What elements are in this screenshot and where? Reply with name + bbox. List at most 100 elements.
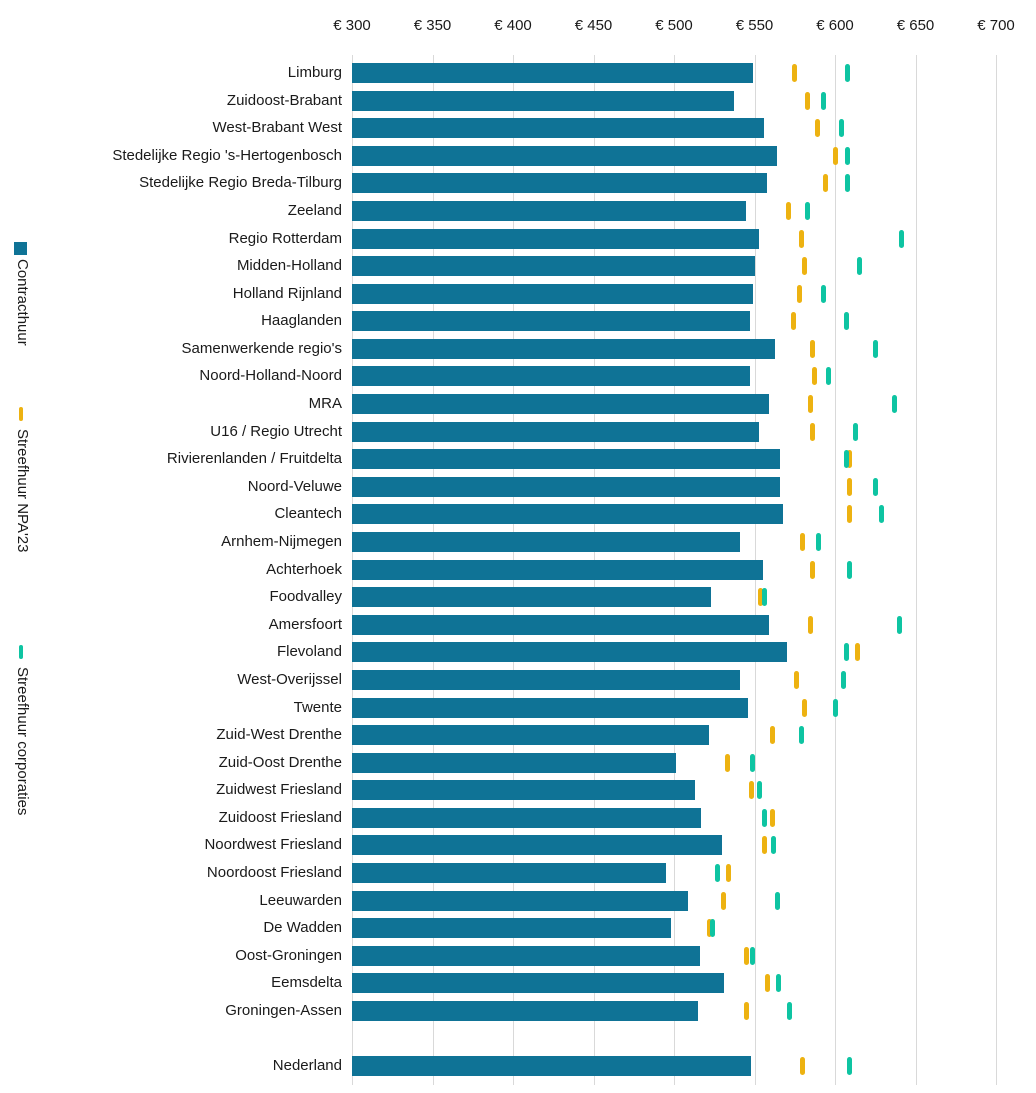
streefhuur-npa23-marker — [785, 201, 791, 220]
x-axis-tick-label: € 350 — [413, 17, 452, 34]
category-label: MRA — [308, 395, 342, 413]
streefhuur-npa23-marker — [797, 284, 803, 303]
streefhuur-corporaties-marker — [787, 1001, 793, 1020]
category-label: Limburg — [287, 64, 342, 81]
streefhuur-corporaties-marker — [846, 560, 852, 579]
contracthuur-bar — [352, 587, 712, 608]
streefhuur-npa23-marker — [846, 477, 852, 496]
category-label: Achterhoek — [266, 560, 342, 578]
streefhuur-corporaties-marker — [821, 284, 827, 303]
streefhuur-npa23-marker — [808, 395, 814, 414]
streefhuur-npa23-marker — [808, 615, 814, 634]
contracthuur-bar — [352, 63, 753, 83]
streefhuur-npa23-marker — [764, 974, 770, 993]
streefhuur-npa23-marker — [798, 229, 804, 248]
streefhuur-corporaties-marker — [710, 919, 716, 938]
contracthuur-bar — [352, 338, 776, 359]
contracthuur-bar — [352, 366, 750, 387]
category-label: West-Brabant West — [212, 119, 343, 137]
contracthuur-bar — [352, 256, 755, 277]
streefhuur-corporaties-marker — [843, 450, 849, 469]
streefhuur-npa23-marker — [726, 864, 732, 883]
streefhuur-corporaties-marker — [845, 146, 851, 165]
streefhuur-corporaties-marker — [816, 532, 822, 551]
contracthuur-bar — [352, 200, 747, 221]
streefhuur-corporaties-marker — [853, 422, 859, 441]
contracthuur-bar — [352, 421, 760, 442]
streefhuur-npa23-marker — [846, 450, 852, 469]
category-label: Leeuwarden — [259, 891, 342, 909]
legend-swatch-streefhuur-corporaties — [19, 645, 23, 659]
contracthuur-bar — [352, 669, 740, 690]
streefhuur-corporaties-marker — [845, 64, 851, 82]
streefhuur-npa23-marker — [743, 946, 749, 965]
category-label: Zeeland — [287, 201, 342, 219]
streefhuur-corporaties-marker — [892, 395, 898, 414]
gridline — [915, 55, 917, 1085]
streefhuur-corporaties-marker — [872, 339, 878, 358]
contracthuur-bar — [352, 449, 781, 470]
streefhuur-corporaties-marker — [761, 808, 767, 827]
streefhuur-npa23-marker — [822, 174, 828, 193]
streefhuur-npa23-marker — [769, 808, 775, 827]
streefhuur-corporaties-marker — [826, 367, 832, 386]
category-label: Arnhem-Nijmegen — [221, 532, 342, 550]
contracthuur-bar — [352, 1056, 752, 1076]
streefhuur-npa23-marker — [846, 505, 852, 524]
streefhuur-npa23-marker — [792, 64, 798, 82]
x-axis-tick-label: € 600 — [816, 17, 854, 34]
streefhuur-npa23-marker — [769, 726, 775, 745]
contracthuur-bar — [352, 504, 784, 525]
contracthuur-bar — [352, 973, 724, 994]
streefhuur-corporaties-marker — [843, 312, 849, 331]
contracthuur-bar — [352, 752, 676, 773]
contracthuur-bar — [352, 863, 666, 884]
gridline — [996, 55, 997, 1085]
category-label: Midden-Holland — [236, 257, 342, 275]
contracthuur-bar — [352, 725, 710, 746]
x-axis-tick-label: € 700 — [977, 17, 1015, 34]
contracthuur-bar — [352, 228, 760, 249]
category-label: Zuidwest Friesland — [216, 781, 342, 799]
x-axis-tick-label: € 650 — [896, 17, 935, 34]
streefhuur-corporaties-marker — [750, 753, 756, 772]
plot-area — [352, 55, 1014, 1085]
streefhuur-npa23-marker — [811, 367, 817, 386]
x-axis-tick-label: € 550 — [735, 17, 774, 34]
category-label: Zuid-West Drenthe — [216, 726, 342, 744]
category-label: Noord-Holland-Noord — [199, 367, 342, 385]
streefhuur-npa23-marker — [814, 119, 820, 138]
x-axis-tick-label: € 500 — [655, 17, 693, 34]
category-label: Flevoland — [276, 643, 342, 661]
contracthuur-bar — [352, 90, 734, 111]
contracthuur-bar — [352, 311, 750, 332]
category-label: Stedelijke Regio 's-Hertogenbosch — [112, 146, 342, 164]
streefhuur-corporaties-marker — [840, 670, 846, 689]
contracthuur-bar — [352, 173, 768, 194]
streefhuur-corporaties-marker — [776, 974, 782, 993]
contracthuur-bar — [352, 835, 723, 856]
streefhuur-npa23-marker — [724, 753, 730, 772]
streefhuur-corporaties-marker — [898, 229, 904, 248]
streefhuur-corporaties-marker — [872, 477, 878, 496]
streefhuur-npa23-marker — [800, 1057, 806, 1075]
streefhuur-npa23-marker — [805, 91, 811, 110]
category-label: De Wadden — [263, 919, 342, 937]
category-label: Noordwest Friesland — [204, 836, 342, 854]
streefhuur-corporaties-marker — [846, 1057, 852, 1075]
streefhuur-corporaties-marker — [838, 119, 844, 138]
gridline — [835, 55, 836, 1085]
contracthuur-bar — [352, 118, 765, 139]
category-label: Holland Rijnland — [232, 284, 342, 302]
category-label: Oost-Groningen — [235, 946, 342, 964]
x-axis-tick-label: € 300 — [333, 17, 371, 34]
contracthuur-bar — [352, 890, 689, 911]
streefhuur-npa23-marker — [832, 146, 838, 165]
streefhuur-npa23-marker — [801, 698, 807, 717]
streefhuur-corporaties-marker — [832, 698, 838, 717]
contracthuur-bar — [352, 642, 787, 663]
streefhuur-corporaties-marker — [750, 946, 756, 965]
contracthuur-bar — [352, 476, 781, 497]
streefhuur-npa23-marker — [793, 670, 799, 689]
streefhuur-corporaties-marker — [774, 891, 780, 910]
